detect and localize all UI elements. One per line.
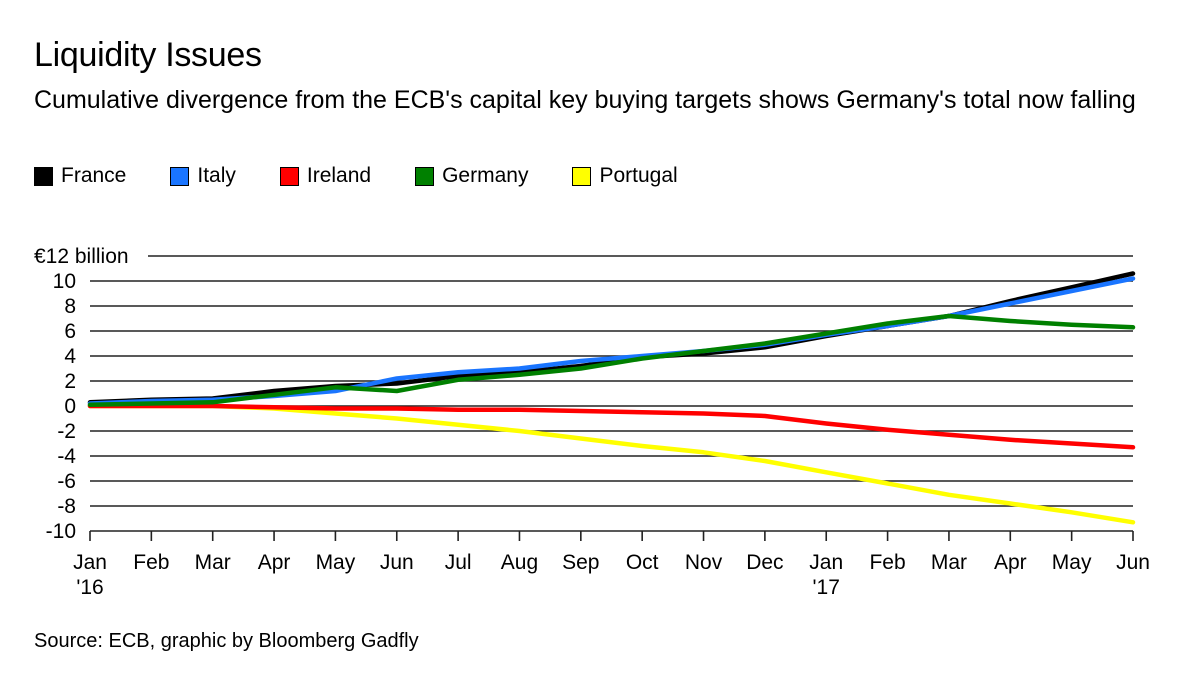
x-tick-label: Sep <box>562 551 599 574</box>
legend-item-france[interactable]: France <box>34 164 126 188</box>
y-tick-label: 8 <box>64 295 76 318</box>
x-tick-label: Mar <box>195 551 231 574</box>
x-tick-label: Oct <box>626 551 659 574</box>
legend-swatch <box>170 166 190 186</box>
y-tick-label: -2 <box>57 420 76 443</box>
legend: France Italy Ireland Germany Portugal <box>34 164 722 188</box>
legend-label: Italy <box>197 164 236 187</box>
y-tick-label: -8 <box>57 495 76 518</box>
series-line-italy <box>87 276 1136 406</box>
x-tick-label: Jan <box>73 551 107 574</box>
legend-label: Ireland <box>306 164 372 187</box>
x-tick-year-label: '17 <box>813 576 840 599</box>
legend-label: France <box>61 164 127 187</box>
chart-subtitle: Cumulative divergence from the ECB's cap… <box>34 86 1136 114</box>
x-tick-label: May <box>316 551 356 574</box>
x-tick-label: Jul <box>445 551 472 574</box>
series-lines <box>87 271 1136 525</box>
x-tick-label: May <box>1052 551 1092 574</box>
y-tick-label: 2 <box>64 370 76 393</box>
chart-title: Liquidity Issues <box>34 36 262 74</box>
y-tick-label: €12 billion <box>34 245 129 268</box>
legend-swatch <box>415 166 435 186</box>
x-tick-year-label: '16 <box>76 576 103 599</box>
series-line-portugal <box>87 403 1136 525</box>
legend-item-italy[interactable]: Italy <box>170 164 236 188</box>
x-tick-label: Dec <box>746 551 783 574</box>
series-line-ireland <box>87 403 1136 450</box>
y-tick-label: 6 <box>64 320 76 343</box>
x-tick-label: Jan <box>809 551 843 574</box>
legend-item-germany[interactable]: Germany <box>415 164 528 188</box>
y-tick-label: 0 <box>64 395 76 418</box>
legend-item-ireland[interactable]: Ireland <box>279 164 372 188</box>
x-tick-label: Nov <box>685 551 723 574</box>
legend-swatch <box>34 166 53 186</box>
series-line-france <box>87 271 1136 405</box>
legend-swatch <box>572 166 592 186</box>
legend-item-portugal[interactable]: Portugal <box>572 164 678 188</box>
y-tick-label: 10 <box>53 270 76 293</box>
x-tick-label: Jun <box>1116 551 1150 574</box>
x-tick-label: Apr <box>994 551 1027 574</box>
gridlines <box>90 255 1133 507</box>
x-tick-label: Apr <box>258 551 291 574</box>
x-tick-label: Mar <box>931 551 967 574</box>
y-tick-label: 4 <box>64 345 76 368</box>
source-note: Source: ECB, graphic by Bloomberg Gadfly <box>34 630 419 652</box>
x-tick-label: Aug <box>501 551 538 574</box>
legend-label: Portugal <box>599 164 678 187</box>
y-tick-label: -6 <box>57 470 76 493</box>
x-tick-label: Feb <box>869 551 905 574</box>
legend-label: Germany <box>442 164 529 187</box>
y-tick-label: -4 <box>57 445 76 468</box>
y-tick-label: -10 <box>46 520 76 543</box>
x-tick-label: Jun <box>380 551 414 574</box>
series-line-germany <box>87 313 1136 408</box>
x-tick-label: Feb <box>133 551 169 574</box>
legend-swatch <box>279 166 299 186</box>
